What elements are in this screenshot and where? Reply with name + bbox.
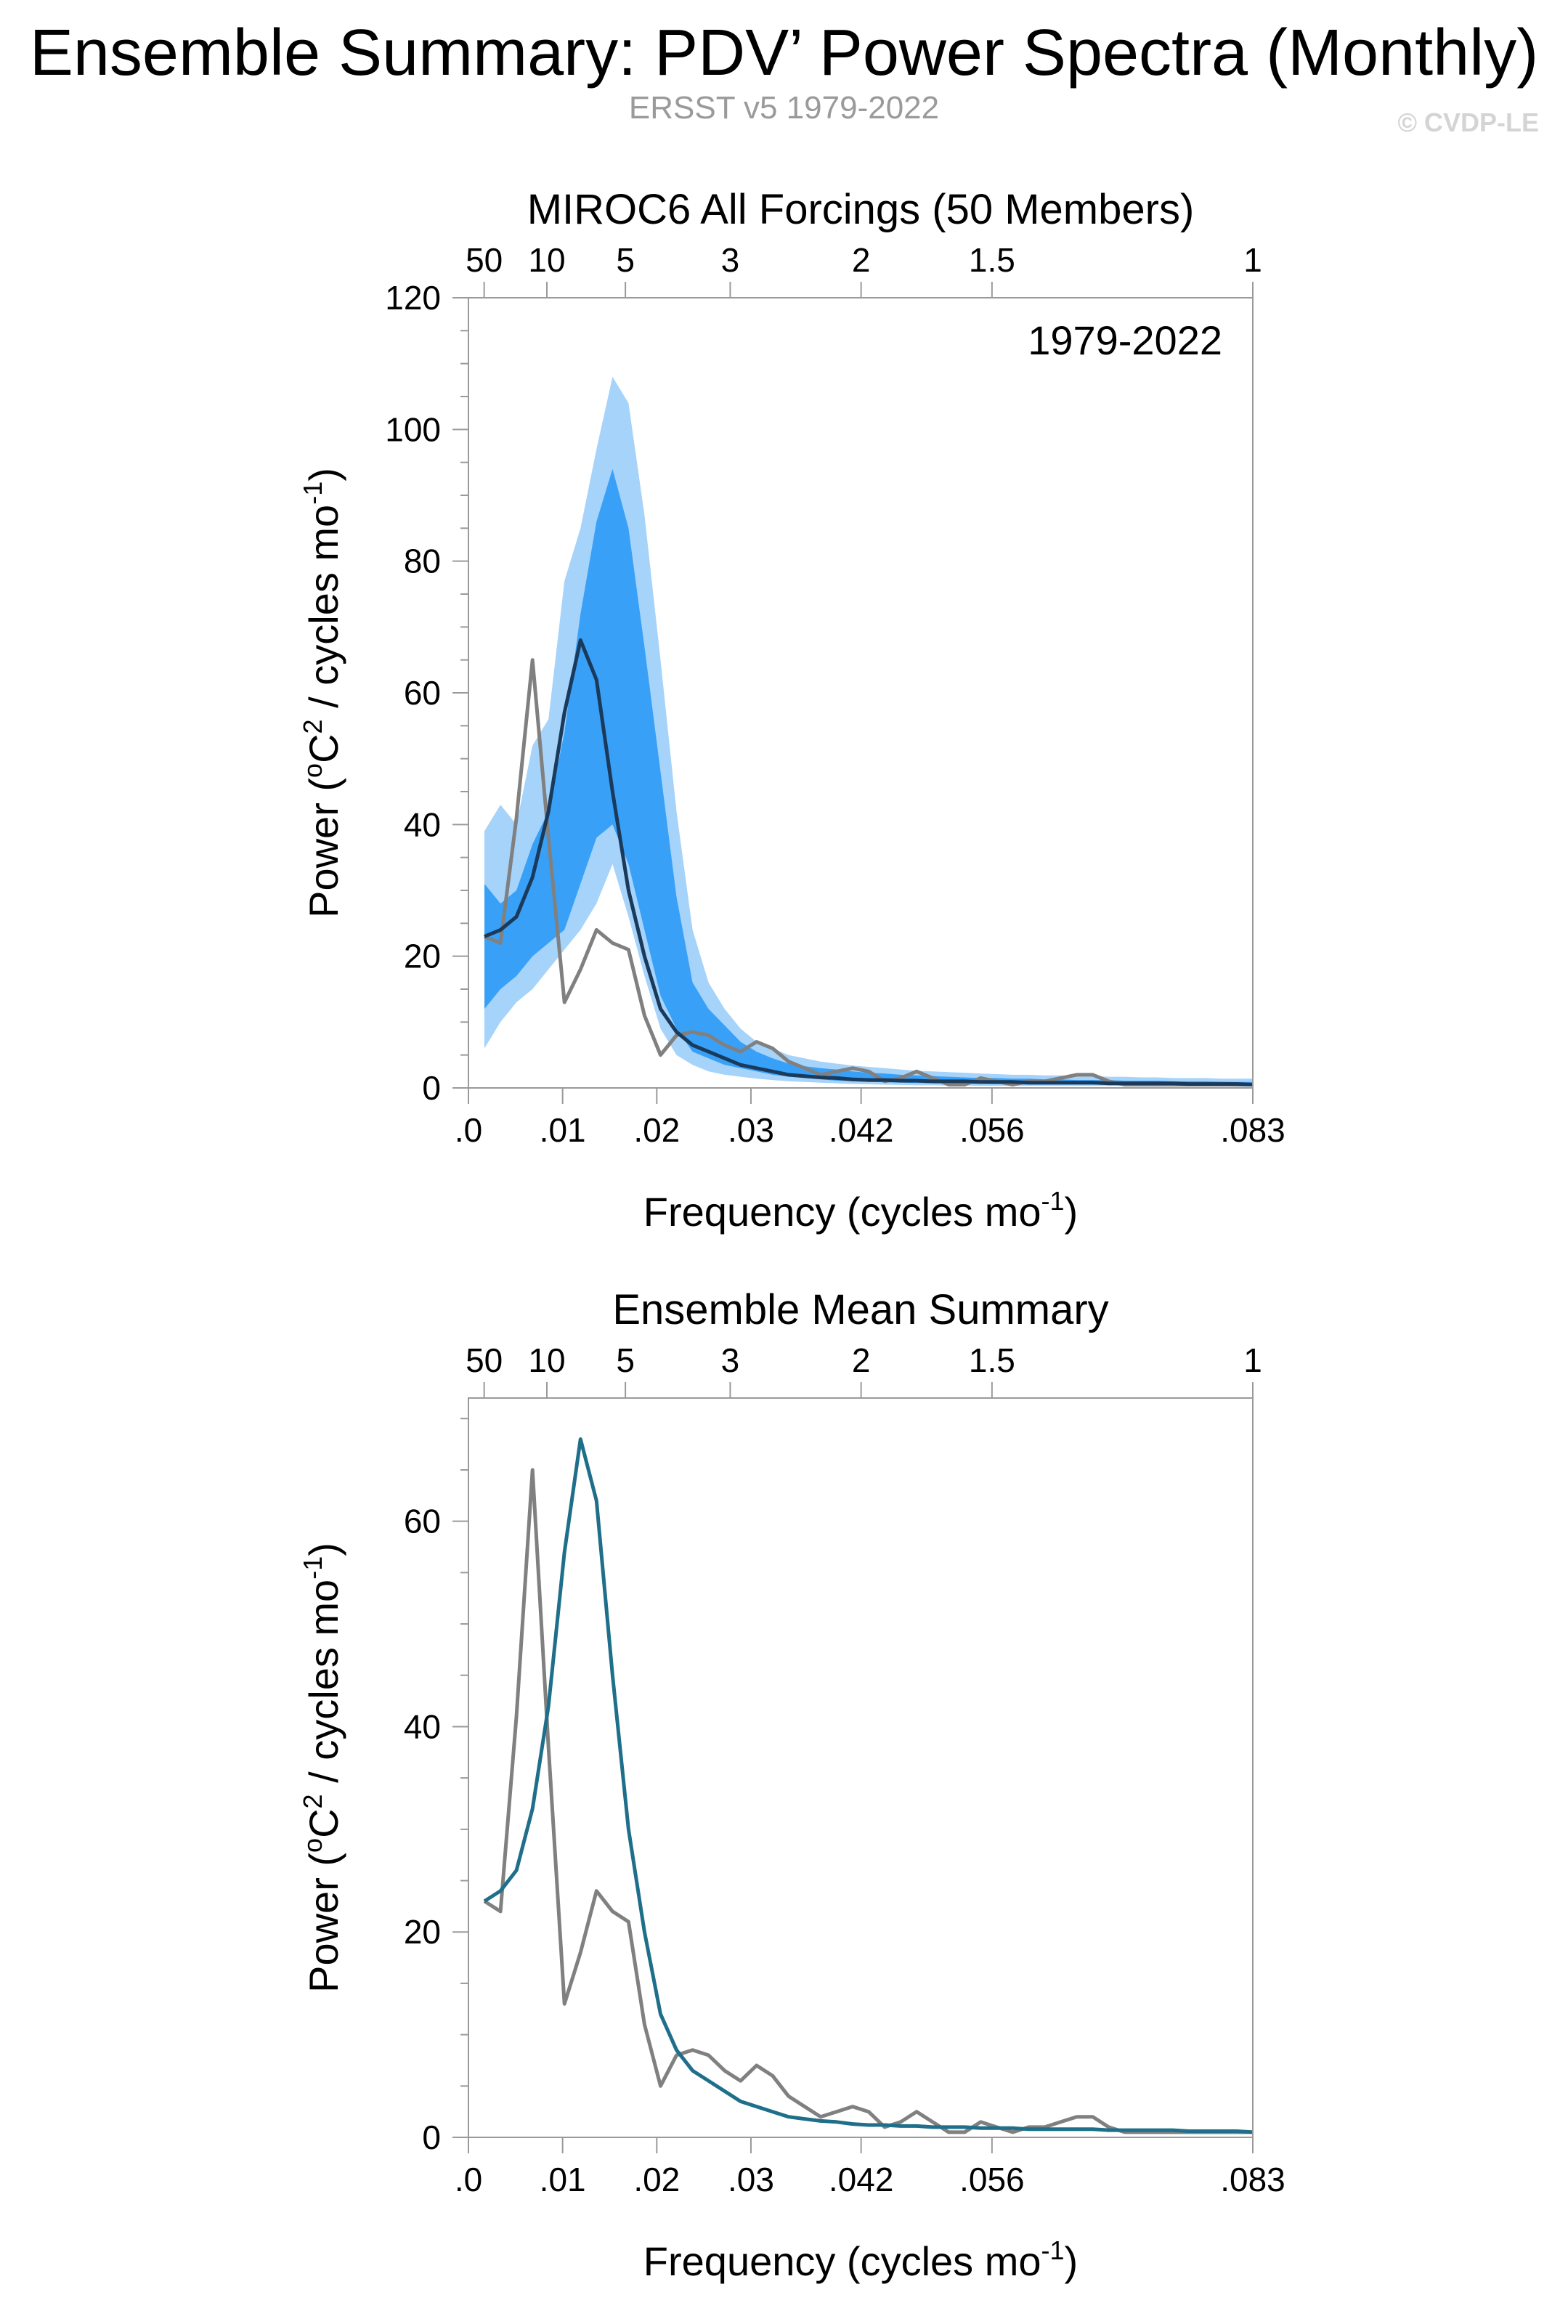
- copyright-label: © CVDP-LE: [1397, 107, 1539, 137]
- panel2-plot-group: [483, 1437, 1254, 2134]
- panel2-x-tick-label: .0: [455, 2161, 482, 2198]
- page-title: Ensemble Summary: PDV’ Power Spectra (Mo…: [29, 17, 1539, 89]
- panel1-period-tick-label: 5: [616, 241, 635, 279]
- panel2-period-tick-label: 10: [528, 1341, 565, 1379]
- panel1-y-tick-label: 80: [404, 543, 441, 580]
- panel2-y-tick-label: 40: [404, 1707, 441, 1745]
- panel1-y-axis-label: Power (oC2 / cycles mo-1): [298, 468, 346, 918]
- panel2-y-tick-label: 20: [404, 1913, 441, 1951]
- panel1-x-tick-label: .083: [1220, 1111, 1285, 1149]
- panel1-x-tick-label: .0: [455, 1111, 482, 1149]
- panel2-y-tick-label: 0: [422, 2118, 441, 2156]
- panel1-period-tick-label: 50: [466, 241, 503, 279]
- panel1-mean-line: [484, 638, 1254, 1086]
- panel1-x-tick-label: .01: [540, 1111, 586, 1149]
- panel2-obs-line: [483, 1468, 1253, 2134]
- panel1-x-axis-label: Frequency (cycles mo-1): [643, 1186, 1078, 1235]
- panel1-y-tick-label: 100: [385, 410, 441, 448]
- panel2-x-tick-label: .056: [959, 2161, 1025, 2198]
- panel2-period-tick-label: 3: [721, 1341, 740, 1379]
- panel2-plot-frame: [468, 1397, 1254, 2138]
- panel2-period-tick-label: 5: [616, 1341, 635, 1379]
- panel2-mean-line: [483, 1437, 1254, 2134]
- panel1-period-tick-label: 1.5: [969, 241, 1015, 279]
- panel2-x-tick-label: .083: [1220, 2161, 1285, 2198]
- panel2-x-tick-label: .03: [728, 2161, 774, 2198]
- panel2-period-tick-label: 1: [1243, 1341, 1262, 1379]
- panel1-period-tick-label: 2: [852, 241, 871, 279]
- panel1-x-tick-label: .03: [728, 1111, 774, 1149]
- panel1-x-tick-label: .02: [633, 1111, 680, 1149]
- panel1-y-tick-label: 60: [404, 674, 441, 712]
- panel2-period-tick-label: 50: [466, 1341, 503, 1379]
- panel2-y-tick-label: 60: [404, 1503, 441, 1540]
- panel2-title: Ensemble Mean Summary: [612, 1286, 1108, 1333]
- panel1-band-25-75: [484, 468, 1253, 1086]
- panel2-y-axis-label: Power (oC2 / cycles mo-1): [298, 1543, 346, 1993]
- panel1-y-tick-label: 40: [404, 805, 441, 843]
- panel2-period-tick-label: 2: [852, 1341, 871, 1379]
- panel1-y-tick-label: 120: [385, 279, 441, 317]
- page-subtitle: ERSST v5 1979-2022: [628, 90, 940, 126]
- panel1-title: MIROC6 All Forcings (50 Members): [527, 186, 1195, 233]
- panel1-y-tick-label: 0: [422, 1069, 441, 1107]
- panel2-period-tick-label: 1.5: [969, 1341, 1015, 1379]
- panel2-x-tick-label: .01: [540, 2161, 586, 2198]
- panel1-x-tick-label: .056: [959, 1111, 1025, 1149]
- panel2-x-tick-label: .042: [829, 2161, 894, 2198]
- panel1-y-tick-label: 20: [404, 938, 441, 975]
- panel2-x-axis-label: Frequency (cycles mo-1): [643, 2235, 1078, 2284]
- panel1-period-tick-label: 3: [721, 241, 740, 279]
- panel1-annotation: 1979-2022: [1028, 317, 1222, 363]
- panel1-period-tick-label: 10: [528, 241, 565, 279]
- panel1-plot-group: [484, 376, 1254, 1087]
- panel1-period-tick-label: 1: [1243, 241, 1262, 279]
- panel1-x-tick-label: .042: [829, 1111, 894, 1149]
- panel2-x-tick-label: .02: [633, 2161, 680, 2198]
